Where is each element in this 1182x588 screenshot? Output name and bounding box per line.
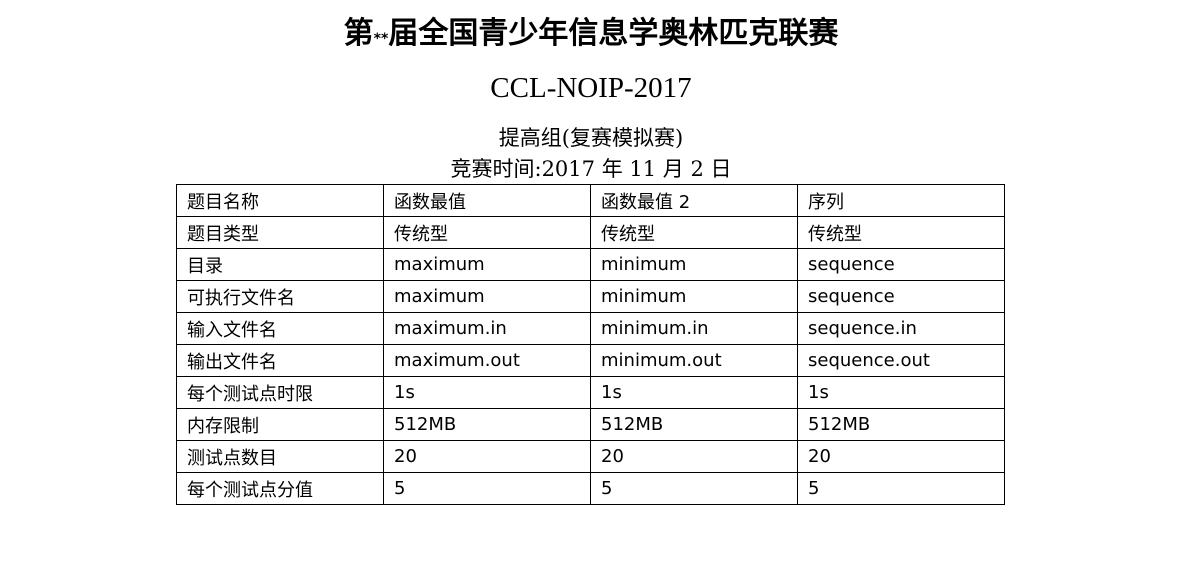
table-cell: 传统型 xyxy=(797,216,1005,249)
table-cell: 1s xyxy=(383,376,591,409)
problem-info-table: 题目名称 函数最值 函数最值 2 序列 题目类型 传统型 传统型 传统型 目录 maximum mi… xyxy=(176,184,1005,505)
table-row: 内存限制 512MB 512MB 512MB xyxy=(176,408,1005,441)
table-cell: 5 xyxy=(383,472,591,505)
table-cell: maximum.in xyxy=(383,312,591,345)
title-stars: ** xyxy=(373,31,389,47)
row-header-cell: 可执行文件名 xyxy=(176,280,384,313)
table-cell: minimum.out xyxy=(590,344,798,377)
table-cell: 20 xyxy=(590,440,798,473)
table-cell: sequence xyxy=(797,280,1005,313)
table-cell: 5 xyxy=(797,472,1005,505)
table-cell: maximum xyxy=(383,248,591,281)
table-row: 输出文件名 maximum.out minimum.out sequence.out xyxy=(176,344,1005,377)
table-cell: 序列 xyxy=(797,184,1005,217)
title-prefix: 第 xyxy=(343,16,374,51)
document-title: 第**届全国青少年信息学奥林匹克联赛 xyxy=(0,8,1182,52)
table-cell: 1s xyxy=(797,376,1005,409)
table-cell: 1s xyxy=(590,376,798,409)
table-cell: 512MB xyxy=(797,408,1005,441)
table-row: 每个测试点分值 5 5 5 xyxy=(176,472,1005,505)
table-cell: minimum xyxy=(590,248,798,281)
table-cell: 512MB xyxy=(383,408,591,441)
table-cell: 20 xyxy=(797,440,1005,473)
contest-subtitle: 提高组(复赛模拟赛) xyxy=(498,126,684,150)
table-cell: minimum.in xyxy=(590,312,798,345)
table-cell: 20 xyxy=(383,440,591,473)
title-suffix: 届全国青少年信息学奥林匹克联赛 xyxy=(388,16,839,51)
table-row: 每个测试点时限 1s 1s 1s xyxy=(176,376,1005,409)
row-header-cell: 内存限制 xyxy=(176,408,384,441)
table-cell: 传统型 xyxy=(590,216,798,249)
row-header-cell: 题目名称 xyxy=(176,184,384,217)
table-cell: 函数最值 xyxy=(383,184,591,217)
table-cell: sequence.in xyxy=(797,312,1005,345)
table-cell: 5 xyxy=(590,472,798,505)
table-row: 测试点数目 20 20 20 xyxy=(176,440,1005,473)
table-row: 题目名称 函数最值 函数最值 2 序列 xyxy=(176,184,1005,217)
table-row: 目录 maximum minimum sequence xyxy=(176,248,1005,281)
table-row: 题目类型 传统型 传统型 传统型 xyxy=(176,216,1005,249)
table-cell: 512MB xyxy=(590,408,798,441)
row-header-cell: 每个测试点分值 xyxy=(176,472,384,505)
contest-code: CCL-NOIP-2017 xyxy=(490,72,692,104)
table-cell: maximum.out xyxy=(383,344,591,377)
row-header-cell: 题目类型 xyxy=(176,216,384,249)
table-cell: minimum xyxy=(590,280,798,313)
row-header-cell: 每个测试点时限 xyxy=(176,376,384,409)
table-cell: sequence xyxy=(797,248,1005,281)
row-header-cell: 目录 xyxy=(176,248,384,281)
row-header-cell: 测试点数目 xyxy=(176,440,384,473)
contest-date: 竞赛时间:2017 年 11 月 2 日 xyxy=(450,157,732,181)
table-cell: sequence.out xyxy=(797,344,1005,377)
table-row: 输入文件名 maximum.in minimum.in sequence.in xyxy=(176,312,1005,345)
table-row: 可执行文件名 maximum minimum sequence xyxy=(176,280,1005,313)
row-header-cell: 输出文件名 xyxy=(176,344,384,377)
table-cell: 函数最值 2 xyxy=(590,184,798,217)
row-header-cell: 输入文件名 xyxy=(176,312,384,345)
table-cell: 传统型 xyxy=(383,216,591,249)
table-cell: maximum xyxy=(383,280,591,313)
